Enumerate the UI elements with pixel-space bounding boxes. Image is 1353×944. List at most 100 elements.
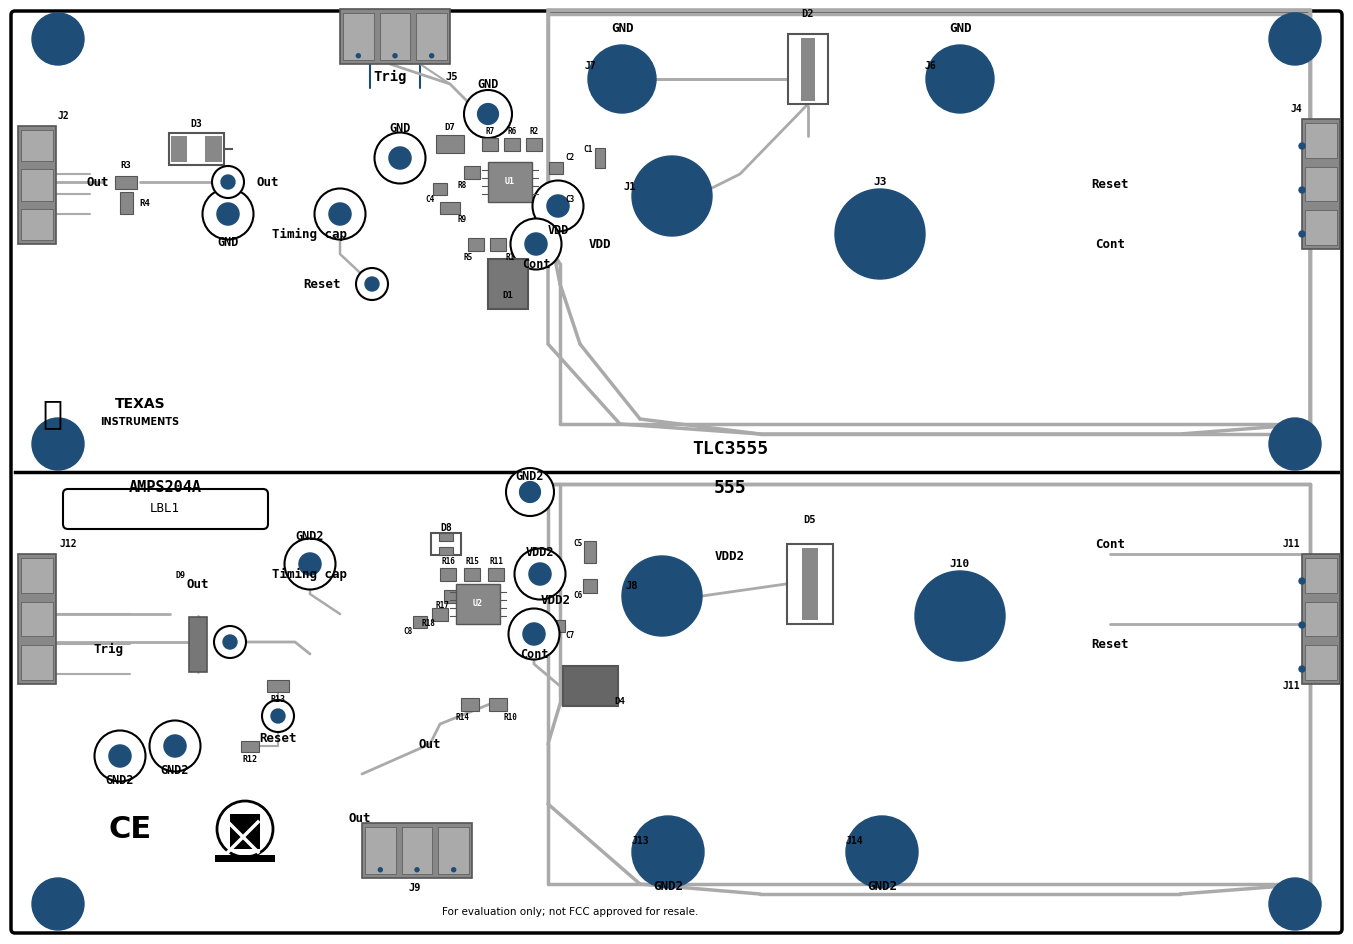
Circle shape bbox=[32, 13, 84, 65]
Bar bbox=[230, 814, 260, 849]
Bar bbox=[464, 165, 480, 178]
Text: Timing cap: Timing cap bbox=[272, 228, 348, 241]
Text: D9: D9 bbox=[175, 571, 185, 581]
Circle shape bbox=[835, 189, 925, 279]
Bar bbox=[787, 544, 833, 624]
Text: J1: J1 bbox=[624, 182, 636, 192]
Bar bbox=[549, 162, 563, 174]
Circle shape bbox=[1299, 231, 1306, 237]
Circle shape bbox=[452, 868, 456, 871]
Text: R1: R1 bbox=[506, 252, 514, 261]
Text: D4: D4 bbox=[614, 697, 625, 705]
Text: D3: D3 bbox=[191, 119, 202, 129]
Text: R10: R10 bbox=[503, 713, 517, 721]
Circle shape bbox=[203, 189, 253, 240]
Circle shape bbox=[529, 563, 551, 585]
Bar bbox=[488, 162, 532, 202]
Text: D8: D8 bbox=[440, 523, 452, 533]
Bar bbox=[438, 827, 469, 873]
Circle shape bbox=[392, 54, 396, 58]
Text: Out: Out bbox=[349, 813, 371, 825]
Text: J11: J11 bbox=[1283, 681, 1300, 691]
Circle shape bbox=[299, 553, 321, 575]
Bar bbox=[488, 698, 507, 711]
Bar bbox=[1306, 558, 1337, 593]
Bar bbox=[1302, 554, 1339, 684]
Text: C1: C1 bbox=[583, 144, 593, 154]
Bar bbox=[215, 855, 275, 862]
Bar bbox=[801, 69, 815, 100]
Bar bbox=[456, 584, 501, 624]
Bar bbox=[170, 136, 187, 161]
Text: C7: C7 bbox=[566, 632, 575, 640]
Bar bbox=[433, 183, 446, 195]
Text: Cont: Cont bbox=[522, 258, 551, 271]
Text: GND2: GND2 bbox=[867, 881, 897, 894]
Text: Reset: Reset bbox=[1092, 637, 1128, 650]
Text: J5: J5 bbox=[445, 72, 459, 82]
Circle shape bbox=[32, 878, 84, 930]
Circle shape bbox=[510, 218, 561, 269]
Bar bbox=[438, 533, 453, 541]
Text: Reset: Reset bbox=[1092, 177, 1128, 191]
Circle shape bbox=[478, 104, 498, 125]
Bar bbox=[432, 533, 461, 555]
Circle shape bbox=[1299, 187, 1306, 193]
Circle shape bbox=[547, 195, 570, 217]
Bar bbox=[1306, 645, 1337, 680]
Circle shape bbox=[1299, 666, 1306, 672]
Bar bbox=[22, 209, 53, 240]
Text: C2: C2 bbox=[566, 154, 575, 162]
Bar bbox=[22, 601, 53, 636]
Circle shape bbox=[379, 868, 383, 871]
Bar bbox=[526, 138, 543, 150]
Bar bbox=[505, 138, 520, 150]
Circle shape bbox=[221, 175, 235, 189]
Text: J10: J10 bbox=[950, 559, 970, 569]
Text: GND2: GND2 bbox=[106, 774, 134, 787]
Circle shape bbox=[632, 816, 704, 888]
Text: D5: D5 bbox=[804, 515, 816, 525]
Text: For evaluation only; not FCC approved for resale.: For evaluation only; not FCC approved fo… bbox=[442, 907, 698, 917]
Text: Cont: Cont bbox=[1095, 238, 1124, 250]
Bar bbox=[18, 554, 55, 684]
Bar bbox=[490, 238, 506, 250]
Bar bbox=[206, 136, 222, 161]
Text: GND: GND bbox=[610, 22, 633, 35]
Bar bbox=[801, 38, 815, 69]
Circle shape bbox=[216, 203, 239, 225]
Text: Trig: Trig bbox=[373, 70, 407, 84]
Text: R14: R14 bbox=[455, 713, 469, 721]
Text: Out: Out bbox=[418, 737, 441, 750]
Text: R18: R18 bbox=[421, 619, 434, 629]
Circle shape bbox=[356, 54, 360, 58]
Text: R12: R12 bbox=[242, 754, 257, 764]
Circle shape bbox=[506, 468, 553, 516]
Circle shape bbox=[314, 189, 365, 240]
Text: Cont: Cont bbox=[520, 648, 548, 661]
Text: GND2: GND2 bbox=[296, 530, 325, 543]
Circle shape bbox=[415, 868, 419, 871]
Text: GND2: GND2 bbox=[161, 765, 189, 778]
Circle shape bbox=[375, 132, 425, 183]
Circle shape bbox=[509, 609, 560, 660]
Circle shape bbox=[365, 277, 379, 291]
Text: J12: J12 bbox=[60, 539, 77, 549]
Circle shape bbox=[589, 45, 656, 113]
Bar bbox=[22, 645, 53, 680]
Text: R8: R8 bbox=[457, 181, 467, 191]
Bar bbox=[440, 202, 460, 214]
Text: R2: R2 bbox=[529, 126, 538, 136]
Circle shape bbox=[430, 54, 434, 58]
Text: C5: C5 bbox=[574, 540, 583, 548]
Circle shape bbox=[110, 745, 131, 767]
Bar bbox=[417, 13, 446, 59]
Bar bbox=[115, 176, 137, 189]
Bar bbox=[461, 698, 479, 711]
Text: U1: U1 bbox=[505, 177, 515, 187]
Bar bbox=[1306, 210, 1337, 244]
Text: J11: J11 bbox=[1283, 539, 1300, 549]
Text: Reset: Reset bbox=[303, 278, 341, 291]
Text: GND2: GND2 bbox=[515, 469, 544, 482]
Text: J6: J6 bbox=[924, 61, 936, 71]
